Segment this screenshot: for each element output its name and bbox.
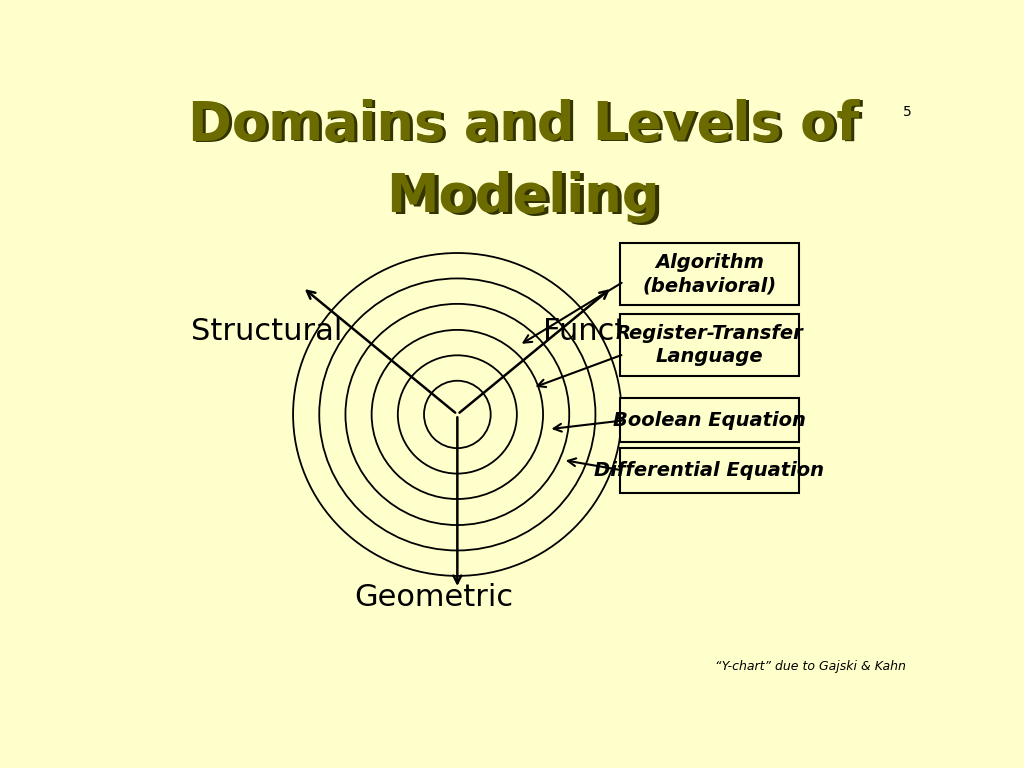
FancyBboxPatch shape (620, 449, 799, 492)
Text: Domains and Levels of
Modeling: Domains and Levels of Modeling (190, 101, 862, 225)
Text: Algorithm
(behavioral): Algorithm (behavioral) (642, 253, 776, 295)
FancyBboxPatch shape (620, 398, 799, 442)
Text: “Y-chart” due to Gajski & Kahn: “Y-chart” due to Gajski & Kahn (715, 660, 905, 673)
Text: Geometric: Geometric (354, 583, 513, 612)
Text: Register-Transfer
Language: Register-Transfer Language (615, 324, 803, 366)
Text: 5: 5 (903, 105, 912, 119)
Text: Domains and Levels of
Modeling: Domains and Levels of Modeling (187, 98, 859, 223)
Text: Boolean Equation: Boolean Equation (613, 411, 806, 429)
FancyBboxPatch shape (620, 314, 799, 376)
FancyBboxPatch shape (620, 243, 799, 305)
Text: Functional: Functional (543, 317, 700, 346)
Text: Differential Equation: Differential Equation (594, 461, 824, 480)
Text: Structural: Structural (191, 317, 343, 346)
